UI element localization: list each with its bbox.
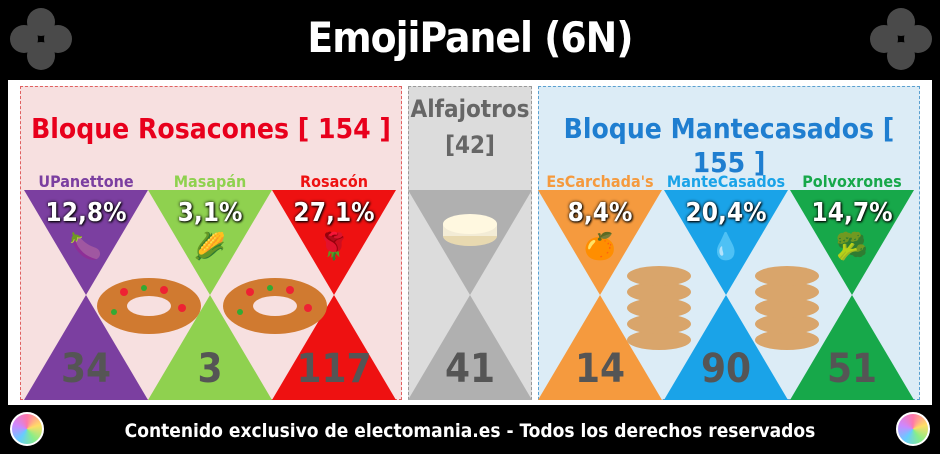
footer xyxy=(0,408,940,454)
roscon-image xyxy=(223,278,327,334)
party-hourglass xyxy=(148,190,272,400)
party-seats: 3 xyxy=(197,346,223,392)
party-emoji-icon: 🍆 xyxy=(69,232,103,262)
party-name: Masapán xyxy=(173,172,247,191)
party-percent: 20,4% xyxy=(685,198,767,228)
party-seats: 14 xyxy=(574,346,626,392)
mantecado-image xyxy=(627,266,691,350)
percent-triangle xyxy=(538,190,662,295)
percent-triangle xyxy=(272,190,396,295)
party-seats: 41 xyxy=(444,346,496,392)
party-hourglass xyxy=(790,190,914,400)
party-seats: 90 xyxy=(700,346,752,392)
seats-triangle xyxy=(664,295,788,400)
party-hourglass xyxy=(664,190,788,400)
party-hourglass xyxy=(24,190,148,400)
party-emoji-icon: 🥦 xyxy=(835,232,869,262)
party-hourglass xyxy=(272,190,396,400)
party-name: ManteCasados xyxy=(666,172,786,191)
party-emoji-icon: 🌽 xyxy=(193,232,227,262)
seats-triangle xyxy=(408,295,532,400)
party-name: Polvoxrones xyxy=(802,172,902,191)
flower-icon xyxy=(10,8,72,70)
block-title-center: Alfajotros xyxy=(410,95,530,123)
block-seats-center: [42] xyxy=(445,131,495,159)
party-percent: 12,8% xyxy=(45,198,127,228)
roscon-image xyxy=(97,278,201,334)
party-name: EsCarchada's xyxy=(546,172,654,191)
electomania-logo-icon xyxy=(896,412,930,446)
alfajor-image xyxy=(443,214,497,246)
seats-triangle xyxy=(790,295,914,400)
party-seats: 51 xyxy=(826,346,878,392)
block-title-left: Bloque Rosacones [ 154 ] xyxy=(31,112,391,145)
block-title-right: Bloque Mantecasados [ 155 ] xyxy=(563,112,895,179)
party-seats: 117 xyxy=(296,346,372,392)
party-emoji-icon: 💧 xyxy=(709,232,743,262)
party-hourglass xyxy=(538,190,662,400)
party-emoji-icon: 🌹 xyxy=(317,232,351,262)
percent-triangle xyxy=(664,190,788,295)
seats-triangle xyxy=(148,295,272,400)
party-emoji-icon: 🍊 xyxy=(583,232,617,262)
party-percent: 14,7% xyxy=(811,198,893,228)
mantecado-image xyxy=(755,266,819,350)
seats-triangle xyxy=(24,295,148,400)
header xyxy=(0,0,940,80)
party-name: UPanettone xyxy=(38,172,134,191)
seats-triangle xyxy=(272,295,396,400)
party-percent: 3,1% xyxy=(177,198,243,228)
footer-text: Contenido exclusivo de electomania.es - … xyxy=(124,420,816,442)
party-name: Rosacón xyxy=(300,172,368,191)
percent-triangle xyxy=(148,190,272,295)
party-seats: 34 xyxy=(60,346,112,392)
party-percent: 27,1% xyxy=(293,198,375,228)
percent-triangle xyxy=(790,190,914,295)
page-title: EmojiPanel (6N) xyxy=(307,13,633,62)
percent-triangle xyxy=(24,190,148,295)
electomania-logo-icon xyxy=(10,412,44,446)
seats-triangle xyxy=(538,295,662,400)
flower-icon xyxy=(870,8,932,70)
party-percent: 8,4% xyxy=(567,198,633,228)
